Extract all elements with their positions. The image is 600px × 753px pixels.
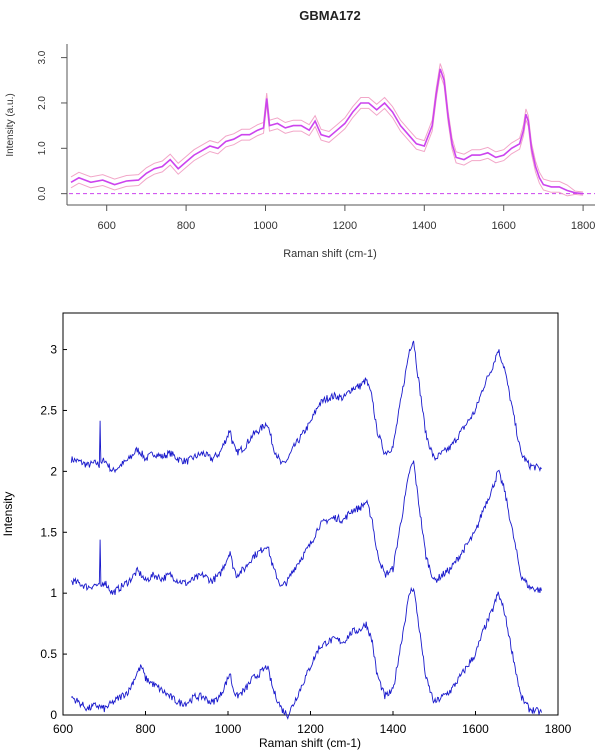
chart1-mean-spectrum-line: [70, 68, 584, 195]
chart1-x-axis: 600 800 1000 1200 1400 1600 1800: [98, 205, 595, 232]
chart2-y-tick-label: 2: [50, 464, 57, 478]
chart2-x-tick-label: 600: [53, 722, 73, 736]
chart1-x-tick-label: 800: [177, 220, 195, 232]
chart1-x-tick-label: 600: [98, 220, 116, 232]
chart2-x-tick-label: 1200: [297, 722, 324, 736]
chart2-x-tick-label: 1400: [380, 722, 407, 736]
chart2-y-axis: 0 0.5 1 1.5 2 2.5 3: [40, 343, 67, 722]
chart2-plot-frame: [62, 312, 559, 716]
chart1-x-tick-label: 1600: [491, 220, 515, 232]
chart2-y-tick-label: 0: [50, 708, 57, 722]
chart1-y-tick-label: 1.0: [37, 141, 48, 155]
chart2-spectrum-line-3: [70, 586, 542, 720]
chart2-y-tick-label: 3: [50, 343, 57, 357]
chart1-y-axis-label: Intensity (a.u.): [5, 93, 16, 156]
chart1-x-tick-label: 1200: [333, 220, 357, 232]
chart1-y-tick-label: 3.0: [37, 50, 48, 64]
chart1-x-axis-label: Raman shift (cm-1): [283, 248, 377, 260]
chart2-series-group: [70, 340, 542, 720]
chart1-lower-band-line: [70, 74, 584, 197]
chart1-upper-band-line: [70, 63, 584, 193]
chart2-y-tick-label: 2.5: [40, 403, 57, 417]
chart2-x-axis: 600 800 1000 1200 1400 1600 1800: [53, 711, 572, 736]
chart2-x-tick-label: 1600: [462, 722, 489, 736]
chart-gbma172: GBMA172 600 800 1000 1200 1400 1600 1800 0.0 1.…: [5, 8, 595, 260]
chart2-y-axis-label: Intensity: [1, 492, 15, 537]
chart2-x-tick-label: 1800: [545, 722, 572, 736]
chart1-y-axis: 0.0 1.0 2.0 3.0: [37, 50, 67, 201]
chart2-spectrum-line-1: [70, 340, 542, 474]
chart2-x-axis-label: Raman shift (cm-1): [259, 736, 361, 750]
chart2-x-tick-label: 800: [135, 722, 155, 736]
chart2-y-tick-label: 1.5: [40, 525, 57, 539]
chart1-x-tick-label: 1400: [412, 220, 436, 232]
chart2-y-tick-label: 1: [50, 586, 57, 600]
chart2-spectrum-line-2: [70, 460, 542, 595]
chart1-plot-frame: [66, 44, 595, 206]
chart-offset-spectra: 600 800 1000 1200 1400 1600 1800 0 0.5 1 1.5 2 2.5 3…: [1, 312, 572, 750]
chart1-y-tick-label: 0.0: [37, 186, 48, 200]
chart2-x-tick-label: 1000: [215, 722, 242, 736]
chart1-y-tick-label: 2.0: [37, 96, 48, 110]
chart2-y-tick-label: 0.5: [40, 647, 57, 661]
chart1-x-tick-label: 1800: [571, 220, 595, 232]
chart1-x-tick-label: 1000: [253, 220, 277, 232]
chart1-title: GBMA172: [299, 8, 360, 23]
